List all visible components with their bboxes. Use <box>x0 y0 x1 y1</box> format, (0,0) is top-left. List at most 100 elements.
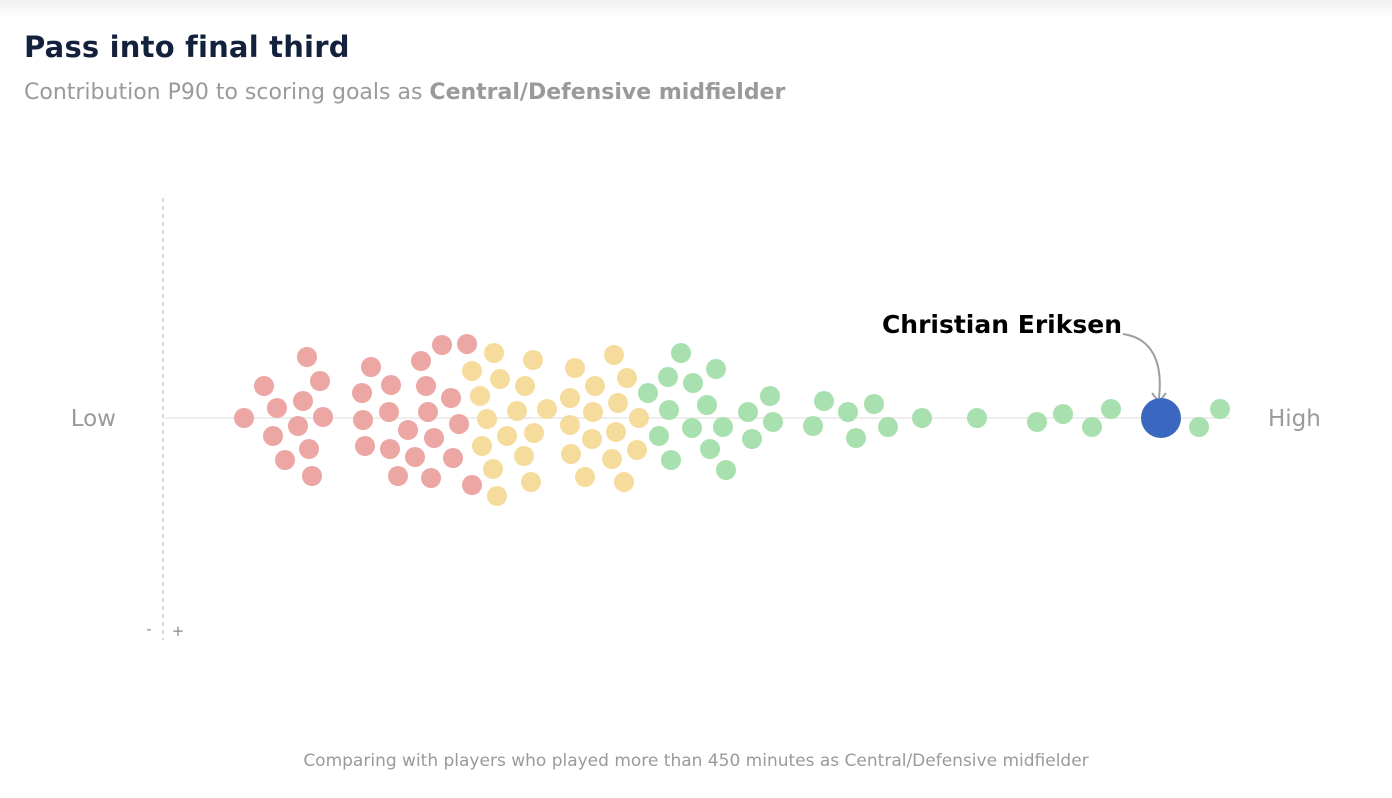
player-dot-high[interactable] <box>803 416 823 436</box>
player-dot-mid[interactable] <box>514 446 534 466</box>
player-dot-mid[interactable] <box>606 422 626 442</box>
player-dot-mid[interactable] <box>472 436 492 456</box>
player-dot-low[interactable] <box>288 416 308 436</box>
highlight-player-dot[interactable] <box>1141 398 1181 438</box>
player-dot-low[interactable] <box>462 475 482 495</box>
player-dot-low[interactable] <box>313 407 333 427</box>
player-dot-low[interactable] <box>263 426 283 446</box>
player-dot-low[interactable] <box>254 376 274 396</box>
player-dot-mid[interactable] <box>484 343 504 363</box>
player-dot-mid[interactable] <box>477 409 497 429</box>
player-dot-high[interactable] <box>838 402 858 422</box>
player-dot-high[interactable] <box>1101 399 1121 419</box>
player-dot-mid[interactable] <box>614 472 634 492</box>
player-dot-high[interactable] <box>649 426 669 446</box>
subtitle-role: Central/Defensive midfielder <box>429 80 786 105</box>
player-dot-low[interactable] <box>443 448 463 468</box>
player-dot-low[interactable] <box>361 357 381 377</box>
player-dot-high[interactable] <box>738 402 758 422</box>
player-dot-low[interactable] <box>353 410 373 430</box>
player-dot-low[interactable] <box>405 447 425 467</box>
player-dot-low[interactable] <box>299 439 319 459</box>
player-dot-low[interactable] <box>457 334 477 354</box>
player-dot-mid[interactable] <box>487 486 507 506</box>
player-dot-mid[interactable] <box>602 449 622 469</box>
player-dot-mid[interactable] <box>629 408 649 428</box>
player-dot-high[interactable] <box>700 439 720 459</box>
player-dot-low[interactable] <box>424 428 444 448</box>
player-dot-low[interactable] <box>441 388 461 408</box>
player-dot-high[interactable] <box>697 395 717 415</box>
player-dot-mid[interactable] <box>507 401 527 421</box>
player-dot-low[interactable] <box>421 468 441 488</box>
player-dot-mid[interactable] <box>582 429 602 449</box>
player-dot-mid[interactable] <box>524 423 544 443</box>
player-dot-high[interactable] <box>1189 417 1209 437</box>
player-dot-high[interactable] <box>1027 412 1047 432</box>
player-dot-low[interactable] <box>310 371 330 391</box>
player-dot-high[interactable] <box>742 429 762 449</box>
player-dot-mid[interactable] <box>565 358 585 378</box>
player-dot-high[interactable] <box>912 408 932 428</box>
player-dot-high[interactable] <box>713 417 733 437</box>
player-dot-low[interactable] <box>302 466 322 486</box>
player-dot-high[interactable] <box>814 391 834 411</box>
player-dot-high[interactable] <box>661 450 681 470</box>
player-dot-mid[interactable] <box>521 472 541 492</box>
player-dot-low[interactable] <box>388 466 408 486</box>
player-dot-low[interactable] <box>416 376 436 396</box>
subtitle-prefix: Contribution P90 to scoring goals as <box>24 80 430 105</box>
player-dot-mid[interactable] <box>560 388 580 408</box>
player-dot-mid[interactable] <box>583 402 603 422</box>
player-dot-low[interactable] <box>449 414 469 434</box>
player-dot-low[interactable] <box>379 402 399 422</box>
player-dot-mid[interactable] <box>608 393 628 413</box>
player-dot-low[interactable] <box>398 420 418 440</box>
player-dot-mid[interactable] <box>585 376 605 396</box>
player-dot-low[interactable] <box>411 351 431 371</box>
player-dot-high[interactable] <box>878 417 898 437</box>
player-dot-high[interactable] <box>763 412 783 432</box>
player-dot-low[interactable] <box>267 398 287 418</box>
player-dot-mid[interactable] <box>575 467 595 487</box>
player-dot-high[interactable] <box>1082 417 1102 437</box>
player-dot-mid[interactable] <box>462 361 482 381</box>
player-dot-high[interactable] <box>1210 399 1230 419</box>
player-dot-mid[interactable] <box>560 415 580 435</box>
player-dot-low[interactable] <box>381 375 401 395</box>
player-dot-mid[interactable] <box>497 426 517 446</box>
player-dot-high[interactable] <box>760 386 780 406</box>
player-dot-mid[interactable] <box>617 368 637 388</box>
player-dot-low[interactable] <box>418 402 438 422</box>
player-dot-mid[interactable] <box>561 444 581 464</box>
player-dot-low[interactable] <box>275 450 295 470</box>
player-dot-high[interactable] <box>683 373 703 393</box>
player-dot-high[interactable] <box>706 359 726 379</box>
player-dot-mid[interactable] <box>523 350 543 370</box>
player-dot-high[interactable] <box>638 383 658 403</box>
player-dot-low[interactable] <box>355 436 375 456</box>
player-dot-high[interactable] <box>682 418 702 438</box>
player-dot-low[interactable] <box>352 383 372 403</box>
player-dot-low[interactable] <box>234 408 254 428</box>
player-dot-mid[interactable] <box>604 345 624 365</box>
player-dot-mid[interactable] <box>490 369 510 389</box>
player-dot-low[interactable] <box>293 391 313 411</box>
player-dot-mid[interactable] <box>627 440 647 460</box>
player-dot-low[interactable] <box>297 347 317 367</box>
player-dot-high[interactable] <box>1053 404 1073 424</box>
player-dot-high[interactable] <box>659 400 679 420</box>
player-dot-high[interactable] <box>967 408 987 428</box>
player-dot-low[interactable] <box>380 439 400 459</box>
player-dot-high[interactable] <box>658 367 678 387</box>
player-dot-mid[interactable] <box>483 459 503 479</box>
player-dot-low[interactable] <box>432 335 452 355</box>
player-dot-high[interactable] <box>846 428 866 448</box>
player-dot-mid[interactable] <box>470 386 490 406</box>
player-dot-mid[interactable] <box>537 399 557 419</box>
player-dot-high[interactable] <box>716 460 736 480</box>
player-dot-mid[interactable] <box>515 376 535 396</box>
player-dot-high[interactable] <box>671 343 691 363</box>
player-dot-high[interactable] <box>864 394 884 414</box>
